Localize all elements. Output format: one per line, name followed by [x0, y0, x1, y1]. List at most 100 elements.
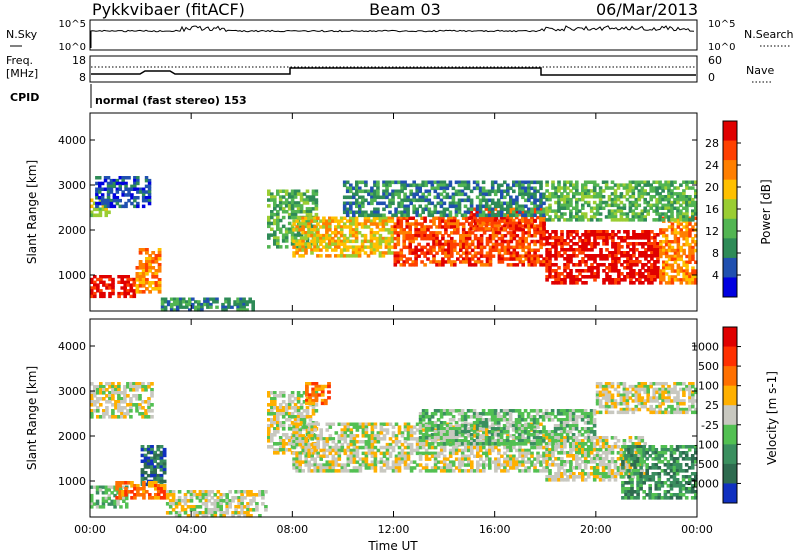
velocity-cell [315, 403, 319, 407]
power-cell [282, 216, 286, 220]
power-cell [443, 202, 447, 206]
power-cell [126, 292, 130, 295]
freq-panel-frame [90, 56, 697, 82]
power-cell [145, 190, 149, 194]
power-cell [605, 242, 609, 246]
power-cell [133, 205, 137, 209]
velocity-cell [90, 494, 94, 497]
nsearch-tick-high: 10^5 [708, 19, 735, 30]
power-cell [408, 228, 412, 232]
velocity-cell [380, 452, 384, 456]
power-cell [527, 214, 531, 218]
velocity-cell [527, 469, 531, 473]
power-cell [102, 283, 106, 286]
power-cell [688, 222, 692, 226]
power-cell [142, 205, 146, 209]
power-cell [659, 255, 663, 259]
velocity-cell [389, 455, 393, 459]
power-cell [124, 205, 128, 209]
velocity-cell [380, 431, 384, 435]
power-cell [673, 181, 677, 185]
power-cell [542, 214, 546, 218]
power-colorbar-tick-label: 24 [705, 159, 719, 172]
power-cell [304, 251, 308, 255]
power-cell [516, 251, 520, 255]
power-cell [671, 246, 675, 250]
date-title: 06/Mar/2013 [596, 0, 698, 19]
velocity-cell [129, 415, 133, 419]
power-cell [421, 211, 425, 215]
power-colorbar-tick-label: 12 [705, 225, 719, 238]
power-cell [406, 214, 410, 218]
power-cell [361, 190, 365, 194]
power-cell [596, 275, 600, 279]
velocity-cell [150, 394, 154, 398]
power-cell [158, 269, 162, 273]
power-cell [104, 179, 108, 183]
power-colorbar-swatch [723, 219, 737, 239]
velocity-cell [295, 443, 299, 447]
power-cell [421, 184, 425, 188]
power-cell [279, 230, 283, 234]
power-colorbar-swatch [723, 238, 737, 258]
freq-trace-line [91, 68, 696, 75]
power-cell [93, 295, 97, 298]
velocity-cell [461, 457, 465, 461]
power-cell [462, 228, 466, 232]
power-cell [533, 219, 537, 222]
velocity-cell [467, 457, 471, 461]
velocity-cell [102, 505, 106, 508]
velocity-cell [301, 434, 305, 438]
power-colorbar-swatch [723, 258, 737, 278]
velocity-cell [380, 469, 384, 473]
power-cell [428, 193, 432, 197]
power-cell [306, 190, 310, 194]
velocity-cell [150, 415, 154, 419]
power-cell [423, 263, 427, 267]
freq-unit-label: [MHz] [6, 67, 38, 80]
power-cell [136, 196, 140, 200]
power-cell [659, 281, 663, 285]
velocity-cell [295, 434, 299, 438]
power-cell [671, 231, 675, 235]
power-cell [209, 306, 213, 309]
power-cell [361, 205, 365, 209]
power-cell [346, 202, 350, 206]
cpid-label: CPID [10, 91, 39, 104]
velocity-cell [142, 496, 146, 500]
velocity-cell [350, 457, 354, 461]
velocity-cell [407, 434, 411, 438]
velocity-cell [434, 457, 438, 461]
power-cell [93, 283, 97, 286]
velocity-cell [264, 490, 268, 494]
power-cell [93, 286, 97, 289]
power-cell [489, 263, 493, 267]
power-cell [397, 243, 401, 247]
velocity-cell [515, 449, 519, 453]
power-cell [512, 184, 516, 188]
power-cell [361, 181, 365, 185]
power-cell [124, 193, 128, 197]
velocity-cell [350, 443, 354, 447]
velocity-cell [102, 397, 106, 401]
power-cell [328, 254, 332, 258]
power-cell [113, 199, 117, 203]
velocity-cell [407, 457, 411, 461]
nsky-panel-frame [90, 20, 697, 50]
velocity-cell [461, 469, 465, 473]
power-cell [475, 219, 479, 222]
velocity-cell [282, 394, 286, 398]
power-cell [361, 214, 365, 218]
velocity-cell [350, 434, 354, 438]
power-cell [688, 281, 692, 285]
power-cell [482, 227, 486, 230]
velocity-cell [356, 434, 360, 438]
power-cell [145, 179, 149, 183]
power-cell [113, 205, 117, 209]
velocity-cell [338, 457, 342, 461]
freq-trace [91, 68, 696, 75]
power-cell [557, 266, 561, 270]
power-cell [671, 278, 675, 282]
